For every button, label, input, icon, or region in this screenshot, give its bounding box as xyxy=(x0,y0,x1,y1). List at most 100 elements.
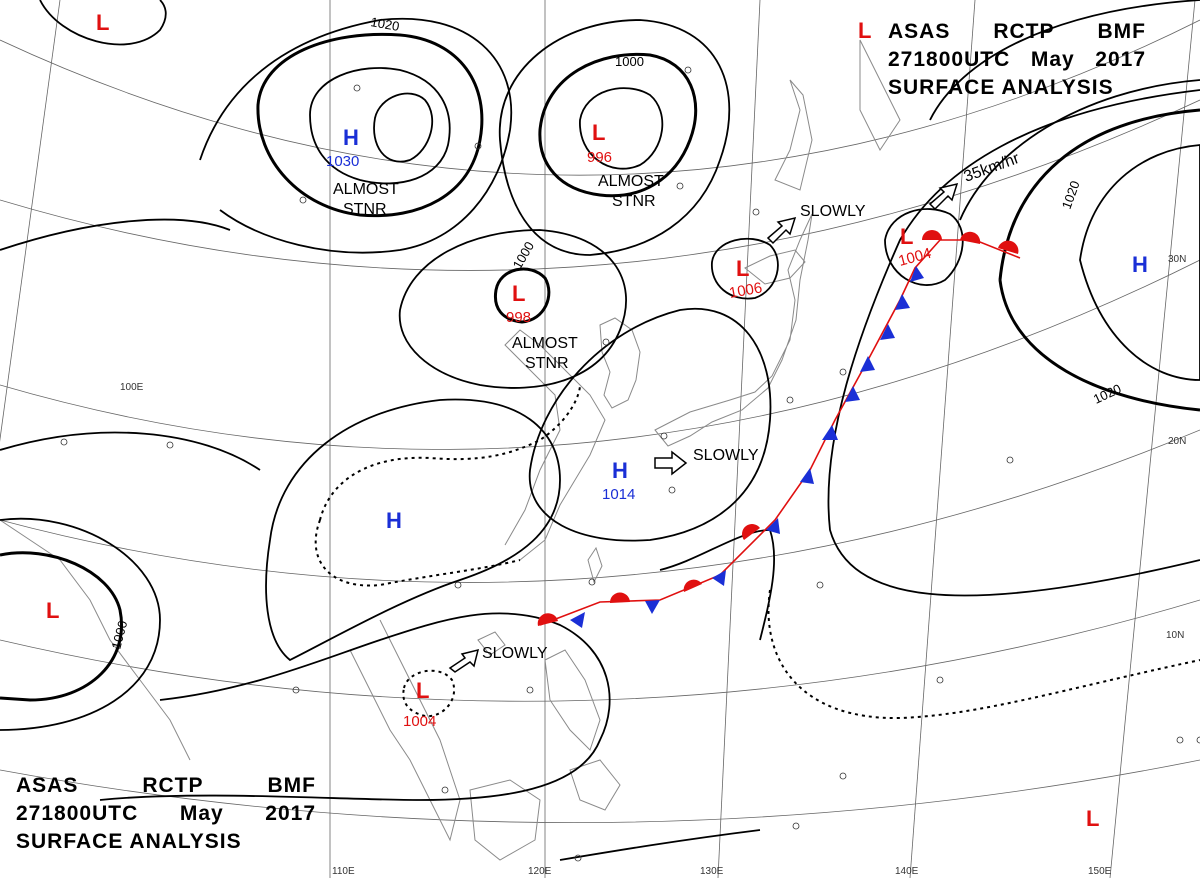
hokkaido-coast xyxy=(744,249,806,285)
office-label: BMF xyxy=(1097,20,1146,43)
high-pressure-value: 1030 xyxy=(326,153,359,170)
isobar-label: 1000 xyxy=(615,54,644,69)
station-marker xyxy=(676,182,684,190)
taiwan-coast xyxy=(587,546,603,584)
station-marker xyxy=(60,438,68,446)
title-product-row: SURFACE ANALYSIS xyxy=(16,828,316,856)
low-center: L xyxy=(512,281,525,306)
isobar-bohai xyxy=(493,267,551,324)
fronts xyxy=(537,230,1021,628)
low-pressure-value: 1004 xyxy=(403,713,436,730)
coastlines xyxy=(0,39,901,861)
title-block-top: ASAS RCTP BMF 271800UTC May 2017 SURFACE… xyxy=(888,18,1146,102)
station-marker xyxy=(786,396,794,404)
isobar-korea-high xyxy=(528,307,772,542)
isobar-manchuria-2 xyxy=(538,52,698,198)
longitude-line xyxy=(1109,0,1196,878)
year-label: 2017 xyxy=(1095,48,1146,71)
mindanao-coast xyxy=(569,759,621,811)
almost-stnr-label: ALMOST xyxy=(598,173,664,190)
longitude-label: 150E xyxy=(1088,866,1112,877)
year-label: 2017 xyxy=(265,802,316,825)
product-label: SURFACE ANALYSIS xyxy=(16,830,242,853)
longitude-label: 100E xyxy=(120,382,144,393)
station-marker xyxy=(660,432,668,440)
slowly-label: SLOWLY xyxy=(482,645,548,662)
low-center: L xyxy=(858,18,871,43)
isobar-label: 1000 xyxy=(108,619,130,651)
isobar-pacific-high-1 xyxy=(1079,144,1200,381)
latitude-line xyxy=(0,599,1200,702)
title-time-row: 271800UTC May 2017 xyxy=(888,46,1146,74)
isobar-china-high xyxy=(265,398,561,662)
japan-coast xyxy=(654,213,813,447)
station-marker xyxy=(454,581,462,589)
dotted-isobars xyxy=(314,384,1200,720)
title-product-row: SURFACE ANALYSIS xyxy=(888,74,1146,102)
product-label: SURFACE ANALYSIS xyxy=(888,76,1114,99)
isobar-west-1000 xyxy=(0,551,123,702)
station-marker xyxy=(166,441,174,449)
station-marker xyxy=(602,338,610,346)
slowly-label: SLOWLY xyxy=(800,203,866,220)
grid-labels: 100E 110E 120E 130E 140E 150E 30N 20N 10… xyxy=(120,254,1186,877)
isobar-pacific-3 xyxy=(959,79,1200,221)
latitude-line xyxy=(0,429,1200,583)
isobar-mongolia-3 xyxy=(256,32,484,218)
station-marker xyxy=(1006,456,1014,464)
valid-time: 271800UTC xyxy=(888,48,1011,71)
isobar-dotted-china xyxy=(314,384,581,587)
station-label: RCTP xyxy=(993,20,1055,43)
agency-label: ASAS xyxy=(888,20,951,43)
station-label: RCTP xyxy=(142,774,204,797)
korea-coast xyxy=(599,317,641,409)
longitude-label: 140E xyxy=(895,866,919,877)
low-pressure-value: 998 xyxy=(506,309,531,326)
station-marker xyxy=(1196,736,1200,744)
latitude-label: 30N xyxy=(1168,254,1186,265)
sakhalin-coast xyxy=(774,79,813,191)
motion-arrows xyxy=(448,182,959,673)
kamchatka-coast xyxy=(859,39,901,151)
title-header-row: ASAS RCTP BMF xyxy=(16,772,316,800)
station-marker xyxy=(292,686,300,694)
longitude-label: 110E xyxy=(332,866,355,877)
station-marker xyxy=(839,772,847,780)
isobar-west-outer xyxy=(0,517,161,731)
station-marker xyxy=(526,686,534,694)
warm-front-semicircles xyxy=(537,230,1019,626)
office-label: BMF xyxy=(267,774,316,797)
station-marker xyxy=(574,854,582,862)
china-coast xyxy=(504,329,606,561)
isobar-pacific-5 xyxy=(929,0,1200,121)
latitude-line xyxy=(0,259,1200,450)
borneo-coast xyxy=(469,779,541,861)
station-marker xyxy=(588,578,596,586)
arrow-icon xyxy=(766,216,797,245)
valid-time: 271800UTC xyxy=(16,802,139,825)
almost-stnr-label: STNR xyxy=(525,355,569,372)
isobar-manchuria-1 xyxy=(579,87,664,170)
latitude-line xyxy=(0,759,1200,823)
motion-text: ALMOST STNR ALMOST STNR ALMOST STNR SLOW… xyxy=(333,150,1022,662)
station-marker xyxy=(1176,736,1184,744)
title-block-bottom: ASAS RCTP BMF 271800UTC May 2017 SURFACE… xyxy=(16,772,316,856)
arrow-icon xyxy=(448,648,480,673)
arrow-icon xyxy=(654,450,688,476)
high-center: H xyxy=(386,508,402,533)
isobar-mongolia-1 xyxy=(373,92,434,163)
latitude-line xyxy=(0,99,1200,271)
station-marker xyxy=(474,142,482,150)
station-marker xyxy=(441,786,449,794)
isobar-south-2 xyxy=(0,218,261,471)
isobar-northchina xyxy=(398,229,627,389)
hainan-coast xyxy=(477,631,506,656)
almost-stnr-label: ALMOST xyxy=(333,181,399,198)
low-center: L xyxy=(592,120,605,145)
title-time-row: 271800UTC May 2017 xyxy=(16,800,316,828)
low-center: L xyxy=(46,598,59,623)
isobar-south-1 xyxy=(99,612,611,801)
latitude-label: 20N xyxy=(1168,436,1186,447)
